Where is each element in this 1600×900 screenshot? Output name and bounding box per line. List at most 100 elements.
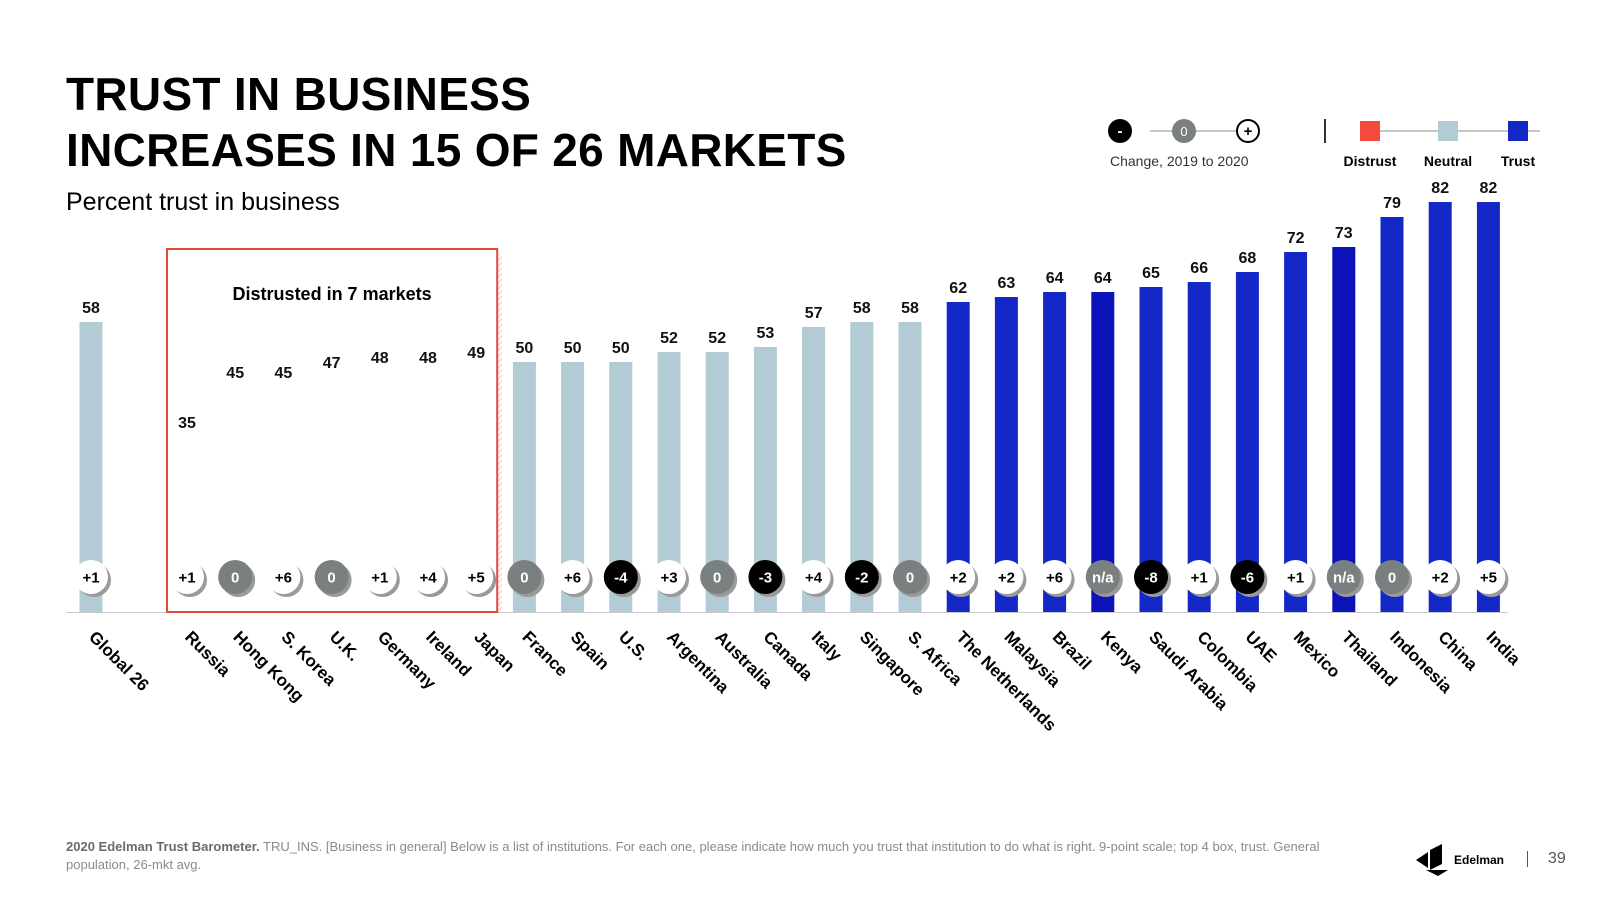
change-badge xyxy=(1278,560,1313,594)
value-label: 82 xyxy=(1480,180,1498,197)
footer-source: 2020 Edelman Trust Barometer. TRU_INS. [… xyxy=(66,838,1356,874)
change-label: -3 xyxy=(759,570,772,587)
bar-the-netherlands xyxy=(946,302,970,612)
change-label: -4 xyxy=(614,570,628,587)
value-label: 58 xyxy=(901,300,919,317)
change-label: 0 xyxy=(520,570,528,587)
distrust-box-label: Distrusted in 7 markets xyxy=(233,284,432,304)
bar-thailand xyxy=(1332,247,1356,612)
category-label: Kenya xyxy=(1097,627,1147,677)
category-label: U.K. xyxy=(326,627,363,664)
legend-neutral-label: Neutral xyxy=(1423,153,1473,169)
legend-trust-swatch xyxy=(1508,121,1528,141)
category-label: China xyxy=(1434,627,1481,674)
value-label: 50 xyxy=(516,340,534,357)
legend-plus-icon: + xyxy=(1236,119,1260,143)
value-label: 50 xyxy=(612,340,630,357)
change-badge xyxy=(989,560,1024,594)
change-label: 0 xyxy=(231,570,239,587)
change-label: 0 xyxy=(713,570,721,587)
bar-indonesia xyxy=(1380,217,1404,612)
change-badge xyxy=(170,560,204,594)
change-label: +1 xyxy=(1191,570,1208,587)
bar-italy xyxy=(802,327,826,612)
title-line-2: INCREASES IN 15 OF 26 MARKETS xyxy=(66,124,847,176)
change-badge xyxy=(748,560,783,594)
change-label: n/a xyxy=(1333,570,1355,587)
change-badge xyxy=(1326,560,1361,594)
value-label: 50 xyxy=(564,340,582,357)
bar-saudi-arabia xyxy=(1139,287,1163,612)
category-label: Russia xyxy=(181,627,234,680)
change-badge xyxy=(796,560,831,594)
legend-change: - 0 + Change, 2019 to 2020 xyxy=(1108,117,1290,177)
footer-separator xyxy=(1527,851,1528,867)
change-badge xyxy=(411,560,445,594)
value-label: 35 xyxy=(178,415,196,432)
bar-u-s- xyxy=(609,362,633,612)
legend-neutral-swatch xyxy=(1438,121,1458,141)
bar-brazil xyxy=(1043,292,1067,612)
value-label: 64 xyxy=(1094,270,1112,287)
legend-change-line xyxy=(1150,130,1256,132)
distrust-box xyxy=(166,248,499,613)
bar-uae xyxy=(1235,272,1259,612)
value-label: 68 xyxy=(1239,250,1257,267)
change-label: +2 xyxy=(1432,570,1449,587)
category-label: Brazil xyxy=(1049,627,1095,673)
value-label: 49 xyxy=(467,345,485,362)
value-label: 45 xyxy=(226,365,244,382)
value-label: 48 xyxy=(419,350,437,367)
title-line-1: TRUST IN BUSINESS xyxy=(66,68,532,120)
bar-malaysia xyxy=(994,297,1018,612)
bar-australia xyxy=(705,352,729,612)
change-badge xyxy=(941,560,976,594)
page-number: 39 xyxy=(1548,850,1566,867)
logo-text: Edelman xyxy=(1454,853,1505,867)
legend-distrust-label: Distrust xyxy=(1343,153,1397,169)
bar-s-africa xyxy=(898,322,922,612)
footer-text: TRU_INS. [Business in general] Below is … xyxy=(66,839,1320,872)
value-label: 45 xyxy=(275,365,293,382)
page-title: TRUST IN BUSINESS INCREASES IN 15 OF 26 … xyxy=(66,66,847,178)
category-label: France xyxy=(519,627,572,680)
change-label: +2 xyxy=(950,570,967,587)
category-label: UAE xyxy=(1242,627,1281,666)
value-label: 82 xyxy=(1431,180,1449,197)
value-label: 72 xyxy=(1287,230,1305,247)
change-label: 0 xyxy=(1388,570,1396,587)
category-label: Spain xyxy=(567,627,613,673)
change-label: +4 xyxy=(805,570,823,587)
change-label: 0 xyxy=(327,570,335,587)
legend-status: Distrust Neutral Trust xyxy=(1344,117,1560,177)
change-label: +6 xyxy=(564,570,581,587)
change-badge xyxy=(1230,560,1265,594)
value-label: 58 xyxy=(82,300,100,317)
change-badge xyxy=(1182,560,1217,594)
category-label: Mexico xyxy=(1290,627,1344,681)
category-label: U.S. xyxy=(615,627,652,664)
change-badge xyxy=(1375,560,1409,594)
value-label: 58 xyxy=(853,300,871,317)
change-badge xyxy=(74,560,108,594)
bar-mexico xyxy=(1284,252,1308,612)
change-badge xyxy=(266,560,301,594)
change-label: -8 xyxy=(1144,570,1157,587)
value-label: 52 xyxy=(660,330,678,347)
category-label: Global 26 xyxy=(85,627,153,695)
legend-minus-icon: - xyxy=(1108,119,1132,143)
change-label: +6 xyxy=(275,570,292,587)
bar-colombia xyxy=(1187,282,1211,612)
bar-argentina xyxy=(657,352,681,612)
change-label: +5 xyxy=(468,570,485,587)
change-badge xyxy=(218,560,253,594)
change-badge xyxy=(362,560,397,594)
change-badge xyxy=(603,560,638,594)
change-badge xyxy=(844,560,879,594)
value-label: 53 xyxy=(757,325,775,342)
value-label: 64 xyxy=(1046,270,1064,287)
footer-bold: 2020 Edelman Trust Barometer. xyxy=(66,839,260,854)
change-badge xyxy=(1423,560,1458,594)
change-label: +1 xyxy=(82,570,99,587)
bar-spain xyxy=(561,362,585,612)
